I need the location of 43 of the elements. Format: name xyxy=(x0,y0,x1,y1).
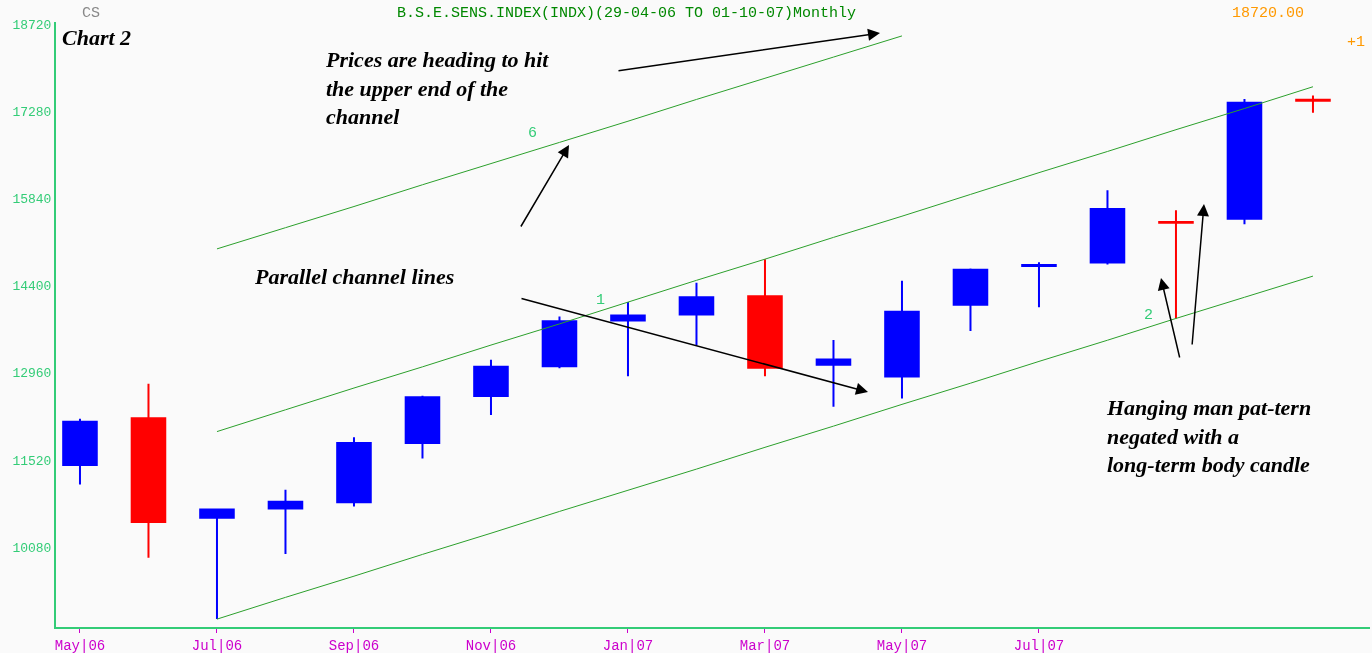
annotation: Parallel channel lines xyxy=(254,264,455,289)
y-tick-label: 15840 xyxy=(12,192,52,208)
y-tick-label: 14400 xyxy=(12,279,52,295)
y-tick-label: 11520 xyxy=(12,453,52,469)
annotation: CS xyxy=(82,5,101,22)
candlestick xyxy=(610,301,646,378)
annotation: Hanging man pat-tern negated with a long-term body candle xyxy=(1106,395,1312,478)
candlestick xyxy=(1295,94,1331,114)
candlestick xyxy=(678,281,715,347)
chart-subtitle: B.S.E.SENS.INDEX(INDX)(29-04-06 TO 01-10-07)Monthly xyxy=(397,5,857,22)
candlestick xyxy=(815,338,852,408)
candlestick xyxy=(1089,189,1126,266)
x-tick-label: May|06 xyxy=(54,637,106,653)
candlestick xyxy=(336,436,372,508)
candlestick xyxy=(1021,261,1057,309)
candlestick xyxy=(130,382,167,559)
candlestick xyxy=(199,507,235,621)
chart-title: Chart 2 xyxy=(62,25,132,51)
x-tick-label: Jul|07 xyxy=(1013,637,1065,653)
y-tick-label: 17280 xyxy=(12,105,52,121)
candlestick xyxy=(1226,98,1263,226)
y-tick-label: 18720 xyxy=(12,17,52,33)
annotation: 1 xyxy=(596,292,606,309)
candlestick xyxy=(952,267,989,332)
x-tick-label: Jan|07 xyxy=(602,637,654,653)
candlestick xyxy=(473,358,509,416)
x-tick-label: Sep|06 xyxy=(328,637,380,653)
x-tick-label: Jul|06 xyxy=(191,637,243,653)
candlestick xyxy=(62,417,98,486)
x-tick-label: May|07 xyxy=(876,637,928,653)
y-tick-label: 10080 xyxy=(12,540,52,556)
candlestick xyxy=(884,279,920,400)
candlestick xyxy=(747,258,783,378)
x-tick-label: Nov|06 xyxy=(465,637,517,653)
candlestick xyxy=(404,394,441,460)
y-tick-label: 12960 xyxy=(12,366,52,382)
annotation: +1 xyxy=(1347,34,1366,51)
annotation: 18720.00 xyxy=(1232,5,1305,22)
x-tick-label: Mar|07 xyxy=(739,637,791,653)
annotation: 2 xyxy=(1144,307,1154,324)
line-series xyxy=(216,35,903,250)
candlestick xyxy=(541,315,578,370)
candlestick xyxy=(267,488,304,555)
